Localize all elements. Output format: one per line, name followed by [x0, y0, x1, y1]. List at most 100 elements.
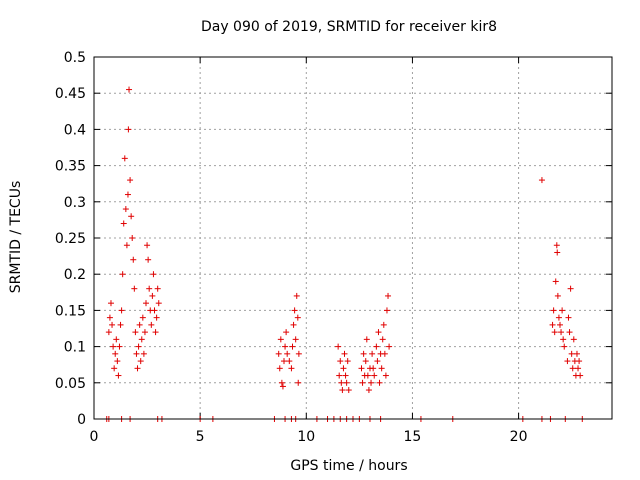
data-point — [116, 343, 123, 350]
data-point — [363, 336, 370, 343]
data-point — [360, 350, 367, 357]
data-point — [139, 314, 146, 321]
data-point — [335, 343, 342, 350]
x-tick-label: 10 — [297, 429, 315, 445]
data-point — [551, 329, 558, 336]
x-tick-label: 0 — [90, 429, 99, 445]
data-point — [566, 329, 573, 336]
data-point — [148, 321, 155, 328]
data-point — [130, 256, 137, 263]
data-point — [561, 343, 568, 350]
y-tick-label: 0.1 — [64, 340, 86, 356]
data-point — [568, 350, 575, 357]
data-point — [123, 242, 130, 249]
data-point — [111, 365, 118, 372]
data-point — [374, 358, 381, 365]
data-point — [132, 329, 139, 336]
data-point — [128, 213, 135, 220]
data-point — [550, 307, 557, 314]
data-point — [339, 387, 346, 394]
chart-title: Day 090 of 2019, SRMTID for receiver kir… — [201, 19, 497, 35]
data-point — [565, 314, 572, 321]
data-point — [107, 300, 114, 307]
data-point — [558, 329, 565, 336]
data-point — [556, 321, 563, 328]
data-point — [124, 191, 131, 198]
data-point — [378, 365, 385, 372]
data-point — [373, 343, 380, 350]
data-point — [342, 372, 349, 379]
y-tick-label: 0.4 — [64, 122, 86, 138]
data-point — [288, 365, 295, 372]
data-point — [376, 379, 383, 386]
data-point — [552, 278, 559, 285]
data-point — [369, 350, 376, 357]
data-point — [282, 343, 289, 350]
data-point — [154, 285, 161, 292]
data-point — [295, 350, 302, 357]
data-point — [336, 372, 343, 379]
data-point — [105, 329, 112, 336]
x-tick-label: 20 — [510, 429, 528, 445]
data-point — [295, 379, 302, 386]
data-point — [382, 372, 389, 379]
data-point — [151, 307, 158, 314]
data-point — [567, 285, 574, 292]
data-point — [141, 329, 148, 336]
data-point — [119, 271, 126, 278]
y-tick-label: 0.5 — [64, 50, 86, 66]
data-point — [379, 336, 386, 343]
y-tick-label: 0.35 — [55, 159, 86, 175]
data-point — [117, 321, 124, 328]
data-point — [576, 358, 583, 365]
data-point — [134, 365, 141, 372]
data-point — [368, 379, 375, 386]
plot-frame — [93, 56, 613, 420]
data-point — [121, 155, 128, 162]
x-tick-label: 5 — [196, 429, 205, 445]
data-point — [554, 292, 561, 299]
x-axis-label: GPS time / hours — [290, 458, 407, 474]
data-point — [152, 329, 159, 336]
data-point — [114, 358, 121, 365]
data-point — [138, 336, 145, 343]
data-point — [375, 329, 382, 336]
data-point — [137, 358, 144, 365]
y-tick-label: 0.2 — [64, 267, 86, 283]
data-point — [371, 372, 378, 379]
data-point — [559, 307, 566, 314]
data-point — [150, 271, 157, 278]
data-point — [553, 242, 560, 249]
data-point — [381, 350, 388, 357]
data-point — [538, 177, 545, 184]
data-point — [127, 177, 134, 184]
data-point — [290, 321, 297, 328]
data-point — [577, 372, 584, 379]
data-point — [110, 343, 117, 350]
data-point — [120, 220, 127, 227]
data-point — [125, 126, 132, 133]
data-point — [560, 336, 567, 343]
data-point — [291, 307, 298, 314]
data-point — [281, 358, 288, 365]
data-point — [146, 285, 153, 292]
data-point — [286, 358, 293, 365]
data-point — [122, 206, 129, 213]
data-point — [112, 350, 119, 357]
data-point — [149, 292, 156, 299]
data-point — [140, 350, 147, 357]
data-point — [345, 387, 352, 394]
data-point — [113, 336, 120, 343]
data-point — [564, 358, 571, 365]
data-point — [341, 350, 348, 357]
data-point — [358, 365, 365, 372]
data-point — [359, 379, 366, 386]
data-point — [344, 358, 351, 365]
data-point — [362, 358, 369, 365]
data-point — [135, 343, 142, 350]
data-point — [380, 321, 387, 328]
data-point — [133, 350, 140, 357]
data-point — [385, 292, 392, 299]
data-point — [554, 249, 561, 256]
data-point — [275, 350, 282, 357]
